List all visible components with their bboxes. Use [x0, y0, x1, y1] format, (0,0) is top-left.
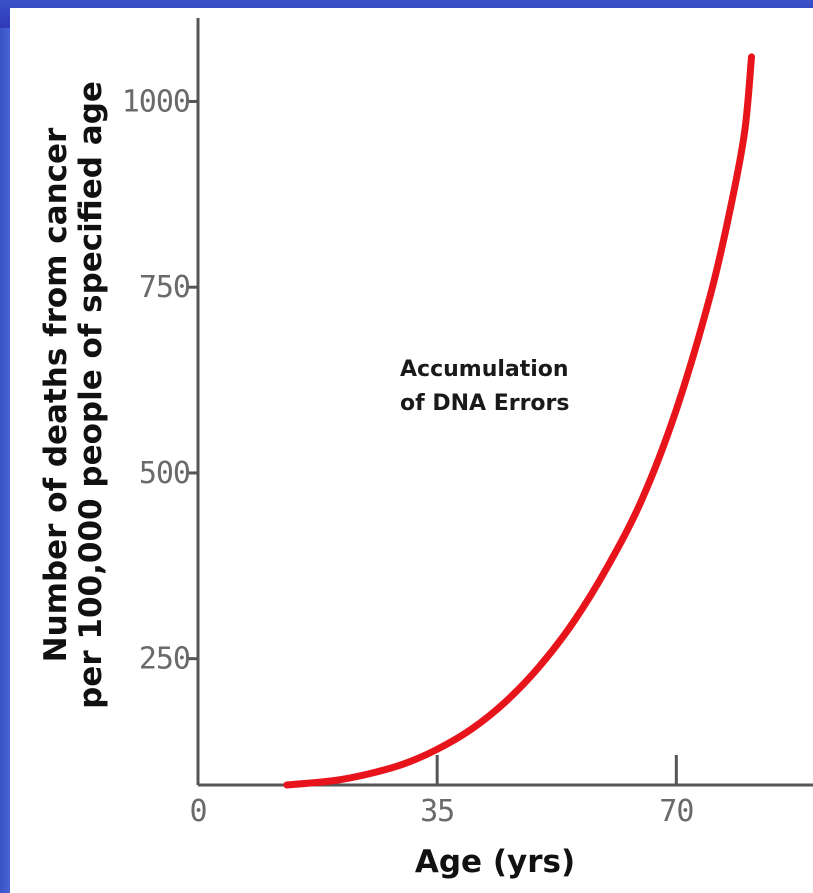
cancer-deaths-curve — [283, 53, 755, 789]
x-tick-label: 70 — [659, 794, 693, 829]
y-tick-label: 250 — [139, 642, 190, 677]
y-axis-title-line-1: Number of deaths from cancer — [38, 127, 74, 662]
chart-panel — [10, 8, 813, 893]
y-tick-label: 1000 — [122, 84, 190, 119]
y-axis-ticks: 250 500 750 1000 — [122, 84, 198, 677]
x-tick-label: 0 — [189, 794, 206, 829]
x-axis-title: Age (yrs) — [415, 844, 575, 880]
y-axis-title-line-2: per 100,000 people of specified age — [73, 81, 109, 709]
y-tick-label: 750 — [139, 270, 190, 305]
y-tick-label: 500 — [139, 456, 190, 491]
annotation-line-2: of DNA Errors — [400, 391, 570, 416]
x-axis-ticks: 0 35 70 — [189, 755, 694, 829]
x-tick-label: 35 — [420, 794, 454, 829]
annotation-line-1: Accumulation — [400, 357, 569, 382]
